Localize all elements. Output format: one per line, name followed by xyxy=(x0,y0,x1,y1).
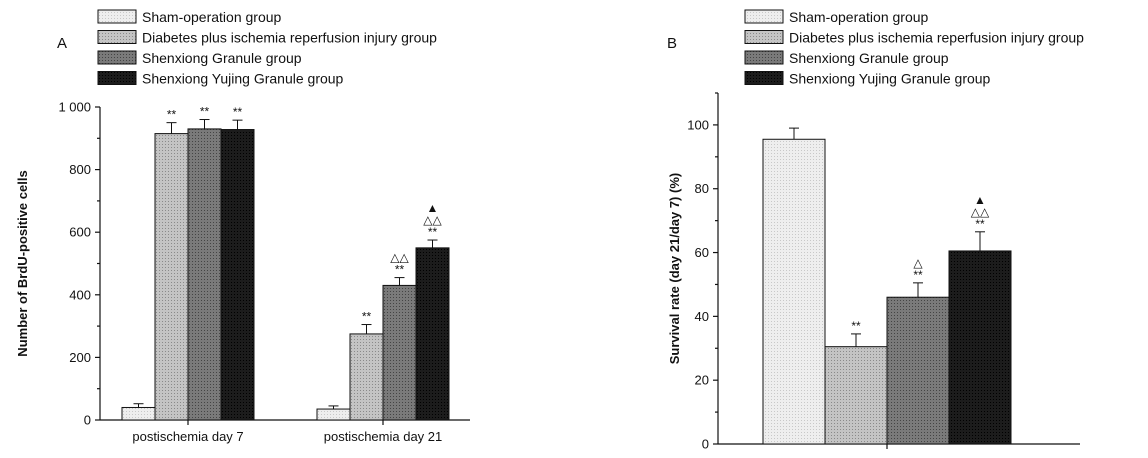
legend-label: Shenxiong Granule group xyxy=(142,50,302,66)
legend-swatch xyxy=(97,9,137,24)
legend-label: Sham-operation group xyxy=(142,9,282,25)
significance-mark: ▲ xyxy=(974,193,986,207)
y-tick-label: 0 xyxy=(702,437,709,452)
y-tick-label: 200 xyxy=(69,350,91,365)
legend-swatch xyxy=(97,50,137,65)
y-axis-title: Number of BrdU-positive cells xyxy=(15,170,30,356)
legend-swatch xyxy=(97,30,137,44)
legend-label: Diabetes plus ischemia reperfusion injur… xyxy=(789,30,1084,46)
significance-mark: △ xyxy=(913,256,923,270)
bar xyxy=(187,128,222,421)
legend-swatch xyxy=(744,71,784,85)
y-axis: 0 200 400 600 800 1 000 xyxy=(58,100,101,428)
y-tick-label: 100 xyxy=(687,117,709,132)
y-tick-label: 800 xyxy=(69,162,91,177)
legend-swatch xyxy=(744,50,784,65)
legend-label: Sham-operation group xyxy=(789,9,929,25)
y-tick-label: 40 xyxy=(695,309,709,324)
legend-label: Diabetes plus ischemia reperfusion injur… xyxy=(142,30,437,46)
legend-swatch xyxy=(744,9,784,24)
significance-mark: ** xyxy=(851,319,861,333)
significance-mark: ** xyxy=(233,105,243,119)
panel-letter: A xyxy=(57,35,67,52)
significance-mark: ** xyxy=(913,268,923,282)
significance-mark: ** xyxy=(428,225,438,239)
y-tick-label: 80 xyxy=(695,181,709,196)
y-tick-label: 600 xyxy=(69,225,91,240)
legend-label: Shenxiong Yujing Granule group xyxy=(142,71,344,87)
bar xyxy=(316,408,351,421)
y-tick-label: 20 xyxy=(695,373,709,388)
legend-item: Sham-operation group xyxy=(97,9,282,25)
x-axis: postischemia day 7 postischemia day 21 xyxy=(100,419,470,444)
panel-b: B Sham-operation group Diabetes plus ische… xyxy=(667,9,1084,452)
legend-item: Sham-operation group xyxy=(744,9,929,25)
significance-mark: ** xyxy=(975,217,985,231)
bar xyxy=(220,129,255,421)
legend-label: Shenxiong Granule group xyxy=(789,50,949,66)
legend-item: Shenxiong Granule group xyxy=(97,50,302,66)
x-axis xyxy=(718,443,1080,449)
significance-mark: ** xyxy=(167,108,177,122)
bar xyxy=(886,296,950,445)
x-tick-label: postischemia day 7 xyxy=(132,429,243,444)
y-tick-label: 400 xyxy=(69,287,91,302)
legend: Sham-operation group Diabetes plus ischem… xyxy=(97,9,437,87)
legend: Sham-operation group Diabetes plus ischem… xyxy=(744,9,1084,87)
y-tick-label: 1 000 xyxy=(58,100,91,115)
legend-swatch xyxy=(97,71,137,85)
bar xyxy=(121,406,156,421)
bar xyxy=(762,138,826,445)
panel-letter: B xyxy=(667,35,677,52)
significance-mark: ** xyxy=(362,310,372,324)
bar xyxy=(948,250,1012,445)
legend-item: Shenxiong Granule group xyxy=(744,50,949,66)
y-tick-label: 60 xyxy=(695,245,709,260)
x-tick-label: postischemia day 21 xyxy=(324,429,443,444)
legend-swatch xyxy=(744,30,784,44)
significance-mark: △△ xyxy=(423,213,442,227)
bar xyxy=(154,133,189,421)
bar xyxy=(415,247,450,421)
significance-mark: ** xyxy=(200,105,210,119)
bar xyxy=(824,346,888,445)
legend-item: Diabetes plus ischemia reperfusion injur… xyxy=(744,30,1084,46)
bar xyxy=(382,284,417,421)
legend-item: Shenxiong Yujing Granule group xyxy=(97,71,344,87)
significance-mark: ** xyxy=(395,263,405,277)
significance-mark: ▲ xyxy=(427,201,439,215)
panel-a: A Sham-operation group Diabetes plus ische… xyxy=(15,9,470,444)
legend-item: Shenxiong Yujing Granule group xyxy=(744,71,991,87)
legend-item: Diabetes plus ischemia reperfusion injur… xyxy=(97,30,437,46)
bar xyxy=(349,333,384,421)
significance-mark: △△ xyxy=(971,205,990,219)
y-axis: 0 20 40 60 80 100 xyxy=(687,92,719,452)
y-axis-title: Survival rate (day 21/day 7) (%) xyxy=(667,173,682,364)
significance-mark: △△ xyxy=(390,251,409,265)
y-tick-label: 0 xyxy=(84,413,91,428)
legend-label: Shenxiong Yujing Granule group xyxy=(789,71,991,87)
